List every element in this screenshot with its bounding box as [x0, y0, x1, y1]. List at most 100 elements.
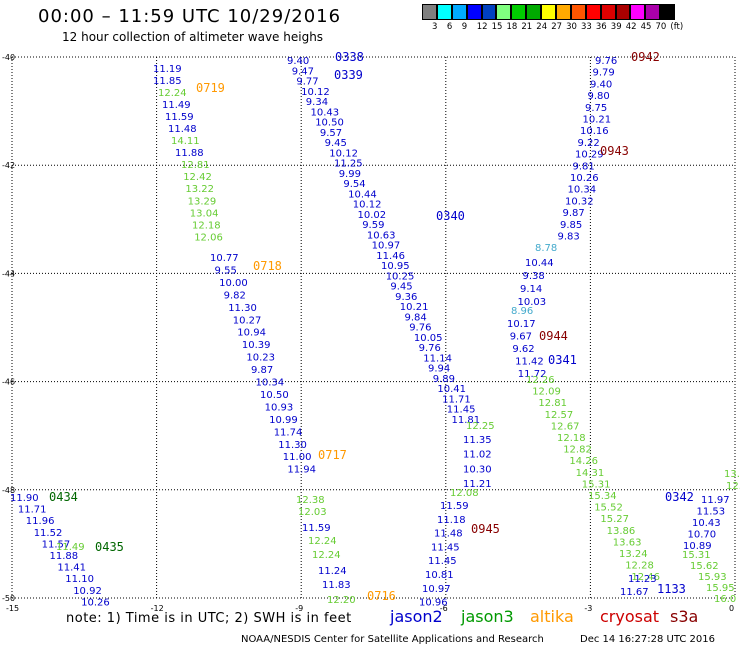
wave-height-value: 10.43 — [311, 107, 340, 118]
pass-time-tag: 0716 — [367, 589, 396, 603]
wave-height-value: 16.0 — [714, 594, 736, 605]
wave-height-value: 11.45 — [431, 542, 460, 553]
legend-label: 33 — [581, 22, 592, 32]
wave-height-value: 12.81 — [538, 398, 567, 409]
wave-height-value: 11.25 — [334, 159, 363, 170]
wave-height-value: 9.40 — [287, 56, 309, 67]
pass-time-tag: 0718 — [253, 259, 282, 273]
wave-height-value: 12.06 — [194, 233, 223, 244]
wave-height-value: 11.74 — [274, 427, 303, 438]
wave-height-value: 11.19 — [153, 64, 182, 75]
wave-height-value: 10.17 — [507, 319, 536, 330]
legend-swatch — [556, 4, 571, 20]
legend-label: 9 — [461, 22, 468, 32]
wave-height-value: 11.94 — [287, 465, 316, 476]
wave-height-value: 12.67 — [551, 421, 580, 432]
lon-tick-label: -15 — [6, 604, 19, 613]
sat-label-cryosat: cryosat — [600, 607, 660, 626]
wave-height-value: 12.18 — [192, 221, 221, 232]
wave-height-value: 10.97 — [422, 584, 451, 595]
wave-height-value: 15.27 — [600, 514, 629, 525]
wave-height-value: 12.25 — [466, 421, 495, 432]
legend-swatch — [436, 4, 452, 20]
wave-height-value: 12.24 — [312, 550, 341, 561]
wave-height-value: 9.55 — [215, 265, 237, 276]
pass-time-tag: 0945 — [471, 522, 500, 536]
wave-height-value: 10.29 — [575, 150, 604, 161]
wave-height-value: 10.94 — [237, 328, 266, 339]
wave-height-value: 15.31 — [582, 479, 611, 490]
wave-height-value: 9.76 — [409, 323, 431, 334]
legend-label: 27 — [551, 22, 563, 32]
wave-height-value: 9.94 — [428, 364, 450, 375]
wave-height-value: 10.95 — [381, 261, 410, 272]
wave-height-value: 11.10 — [65, 574, 94, 585]
wave-height-value: 10.89 — [683, 541, 712, 552]
lon-tick-label: -6 — [440, 604, 448, 613]
wave-height-value: 10.03 — [518, 297, 547, 308]
wave-height-value: 11.14 — [423, 353, 452, 364]
wave-height-value: 10.96 — [419, 598, 448, 609]
pass-time-tag: 0942 — [631, 50, 660, 64]
wave-height-value: 10.41 — [437, 384, 466, 395]
color-legend: 3 6 9 12 15 18 21 24 27 30 33 36 39 42 45 70 (ft) — [422, 4, 683, 34]
wave-height-value: 10.39 — [242, 340, 271, 351]
wave-height-value: 9.75 — [585, 103, 607, 114]
wave-height-value: 8.96 — [511, 306, 533, 317]
wave-height-value: 11.23 — [628, 574, 657, 585]
wave-height-value: 11.42 — [515, 357, 544, 368]
wave-height-value: 9.54 — [343, 179, 365, 190]
wave-height-value: 10.92 — [73, 586, 102, 597]
sat-label-jason3: jason3 — [461, 607, 514, 626]
legend-swatch — [570, 4, 586, 20]
wave-height-value: 10.12 — [329, 148, 358, 159]
wave-height-value: 10.26 — [81, 597, 110, 608]
wave-height-value: 13.29 — [188, 196, 217, 207]
pass-time-tag: 0943 — [600, 144, 629, 158]
wave-height-value: 10.99 — [269, 415, 298, 426]
wave-height-value: 11.71 — [442, 394, 471, 405]
wave-height-value: 9.87 — [251, 365, 273, 376]
wave-height-value: 9.36 — [395, 292, 417, 303]
pass-time-tag: 0342 — [665, 490, 694, 504]
wave-height-value: 10.70 — [688, 530, 717, 541]
wave-height-value: 11.41 — [57, 563, 86, 574]
legend-swatch — [511, 4, 527, 20]
wave-height-value: 13.63 — [613, 537, 642, 548]
wave-height-value: 10.81 — [425, 570, 454, 581]
wave-height-value: 9.34 — [306, 97, 328, 108]
legend-swatch — [660, 4, 676, 20]
lon-tick-label: -12 — [151, 604, 164, 613]
sat-label-altika: altika — [530, 607, 574, 626]
wave-height-value: 11.72 — [518, 369, 547, 380]
wave-height-value: 12.26 — [526, 375, 555, 386]
wave-height-value: 11.71 — [18, 505, 47, 516]
wave-height-value: 10.50 — [260, 390, 289, 401]
legend-swatch — [630, 4, 646, 20]
pass-time-tag: 1133 — [657, 582, 686, 596]
lat-tick-label: -50 — [2, 594, 15, 603]
lat-tick-label: -46 — [2, 378, 15, 387]
pass-time-tag: 0719 — [196, 81, 225, 95]
wave-height-value: 10.21 — [583, 115, 612, 126]
wave-height-value: 11.02 — [463, 450, 492, 461]
wave-height-value: 11.90 — [10, 493, 39, 504]
wave-height-value: 9.85 — [560, 220, 582, 231]
wave-height-value: 12.57 — [545, 410, 574, 421]
wave-height-value: 11.48 — [168, 124, 197, 135]
wave-height-value: 11.24 — [318, 566, 347, 577]
legend-label: 36 — [595, 22, 607, 32]
note-text: note: 1) Time is in UTC; 2) SWH is in fe… — [66, 611, 352, 626]
wave-height-value: 10.63 — [367, 230, 396, 241]
wave-height-value: 9.76 — [595, 56, 617, 67]
legend-swatch — [541, 4, 557, 20]
wave-height-value: 10.12 — [301, 87, 330, 98]
wave-height-value: 11.00 — [283, 452, 312, 463]
legend-swatch — [615, 4, 631, 20]
wave-height-value: 11.45 — [428, 556, 457, 567]
wave-height-value: 11.67 — [620, 587, 649, 598]
legend-labels: 3 6 9 12 15 18 21 24 27 30 33 36 39 42 45 70 (ft) — [422, 22, 683, 34]
legend-swatch — [645, 4, 661, 20]
wave-height-value: 10.44 — [348, 189, 377, 200]
pass-time-tag: 0339 — [334, 68, 363, 82]
